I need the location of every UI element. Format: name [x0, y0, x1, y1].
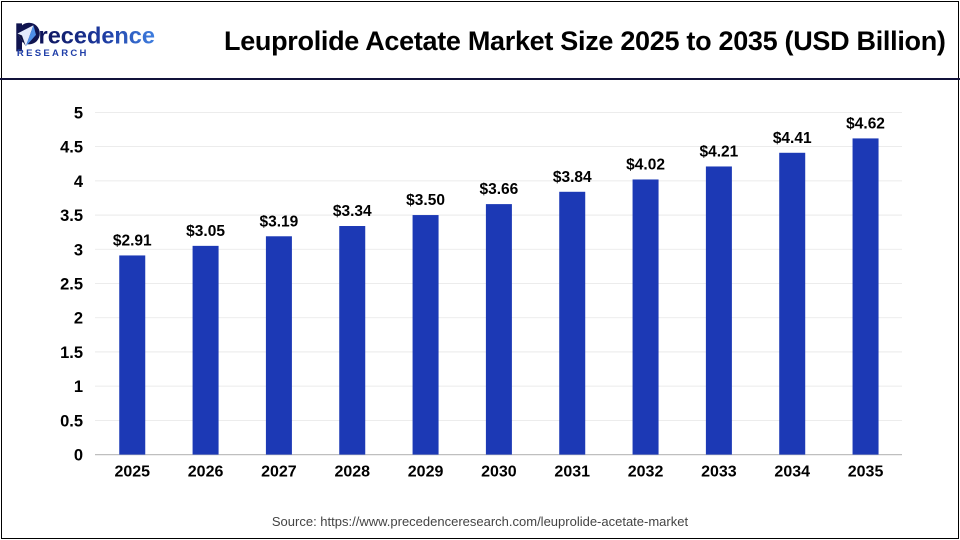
svg-text:$3.19: $3.19 — [260, 213, 299, 230]
svg-text:$2.91: $2.91 — [113, 232, 152, 249]
svg-text:1.5: 1.5 — [60, 344, 83, 362]
svg-text:$3.50: $3.50 — [406, 192, 445, 209]
svg-text:$4.62: $4.62 — [846, 115, 885, 132]
svg-text:2027: 2027 — [261, 464, 297, 481]
svg-text:$3.84: $3.84 — [553, 169, 592, 186]
svg-text:2028: 2028 — [334, 464, 370, 481]
svg-text:3.5: 3.5 — [60, 207, 83, 225]
svg-text:2032: 2032 — [628, 464, 664, 481]
svg-text:0.5: 0.5 — [60, 412, 83, 430]
svg-text:4: 4 — [74, 173, 84, 191]
svg-text:$3.34: $3.34 — [333, 203, 372, 220]
svg-text:1: 1 — [74, 378, 83, 396]
svg-text:2031: 2031 — [554, 464, 590, 481]
svg-text:$4.02: $4.02 — [626, 156, 665, 173]
svg-text:2025: 2025 — [114, 464, 150, 481]
svg-text:2029: 2029 — [408, 464, 444, 481]
svg-text:2: 2 — [74, 310, 83, 328]
svg-text:2034: 2034 — [774, 464, 810, 481]
svg-text:2033: 2033 — [701, 464, 737, 481]
svg-text:2035: 2035 — [848, 464, 884, 481]
svg-text:$3.05: $3.05 — [186, 223, 225, 240]
svg-text:$3.66: $3.66 — [480, 181, 519, 198]
svg-text:4.5: 4.5 — [60, 139, 83, 157]
svg-text:$4.41: $4.41 — [773, 130, 812, 147]
svg-text:5: 5 — [74, 104, 83, 122]
svg-text:$4.21: $4.21 — [699, 143, 738, 160]
svg-text:0: 0 — [74, 447, 83, 465]
svg-text:2026: 2026 — [188, 464, 224, 481]
svg-text:2.5: 2.5 — [60, 276, 83, 294]
svg-text:3: 3 — [74, 241, 83, 259]
svg-text:2030: 2030 — [481, 464, 517, 481]
